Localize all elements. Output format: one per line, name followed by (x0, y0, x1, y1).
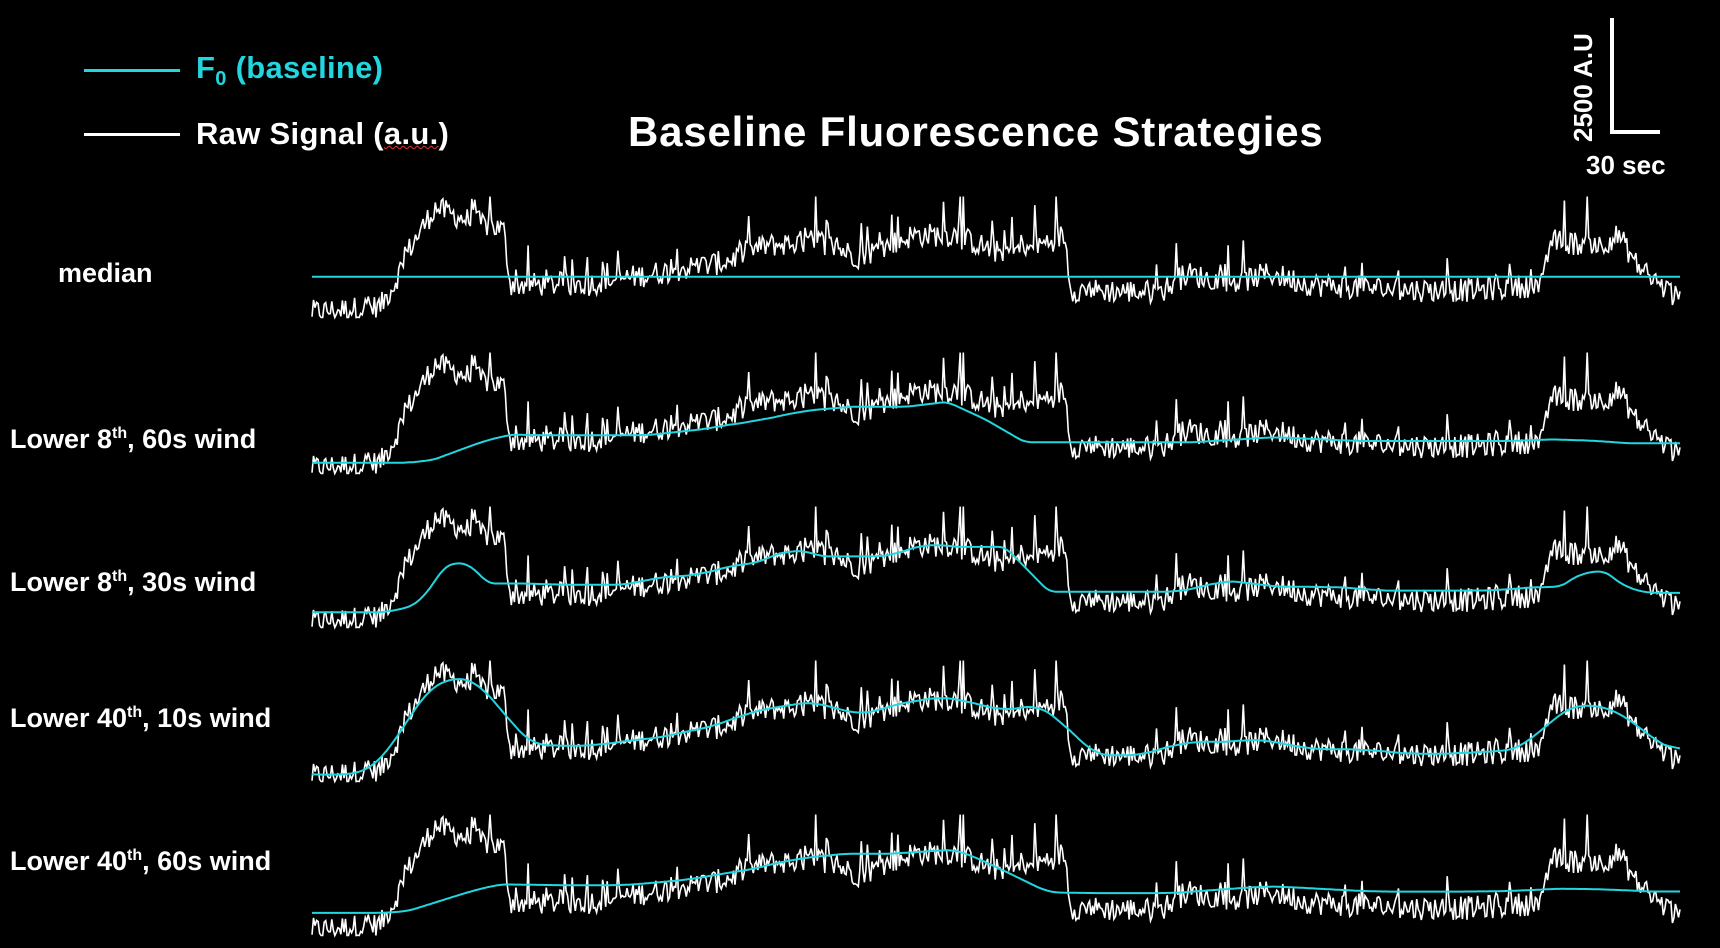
legend-item-raw: Raw Signal (a.u.) (84, 114, 449, 154)
baseline-trace-lower8-60s (312, 401, 1680, 464)
raw-trace-lower40-60s (311, 814, 1681, 938)
legend-swatch-raw (84, 132, 180, 136)
legend-label-baseline: F0 (baseline) (196, 49, 384, 90)
panel-lower40-10s (311, 660, 1681, 784)
baseline-trace-lower40-10s (311, 678, 1681, 776)
raw-trace-median (311, 196, 1681, 320)
panel-lower8-60s (311, 352, 1681, 476)
raw-trace-lower8-60s (311, 352, 1681, 476)
raw-trace-lower8-30s (311, 506, 1681, 630)
row-label-lower40-60s: Lower 40th, 60s wind (10, 846, 272, 876)
row-label-lower8-60s: Lower 8th, 60s wind (10, 424, 257, 454)
raw-trace-lower40-10s (311, 660, 1681, 784)
row-label-lower8-30s: Lower 8th, 30s wind (10, 567, 257, 597)
row-label-lower40-10s: Lower 40th, 10s wind (10, 703, 272, 733)
panel-median (311, 196, 1681, 320)
scale-bar (1610, 18, 1660, 134)
legend-label-raw: Raw Signal (a.u.) (196, 116, 450, 151)
baseline-trace-lower40-60s (312, 849, 1680, 914)
baseline-trace-lower8-30s (312, 544, 1680, 614)
panel-lower40-60s (311, 814, 1681, 938)
panel-lower8-30s (311, 506, 1681, 630)
legend-item-baseline: F0 (baseline) (84, 50, 383, 90)
scale-bar-x-label: 30 sec (1586, 150, 1666, 180)
legend-swatch-baseline (84, 68, 180, 72)
row-label-median: median (58, 258, 153, 288)
chart-title: Baseline Fluorescence Strategies (628, 108, 1324, 155)
